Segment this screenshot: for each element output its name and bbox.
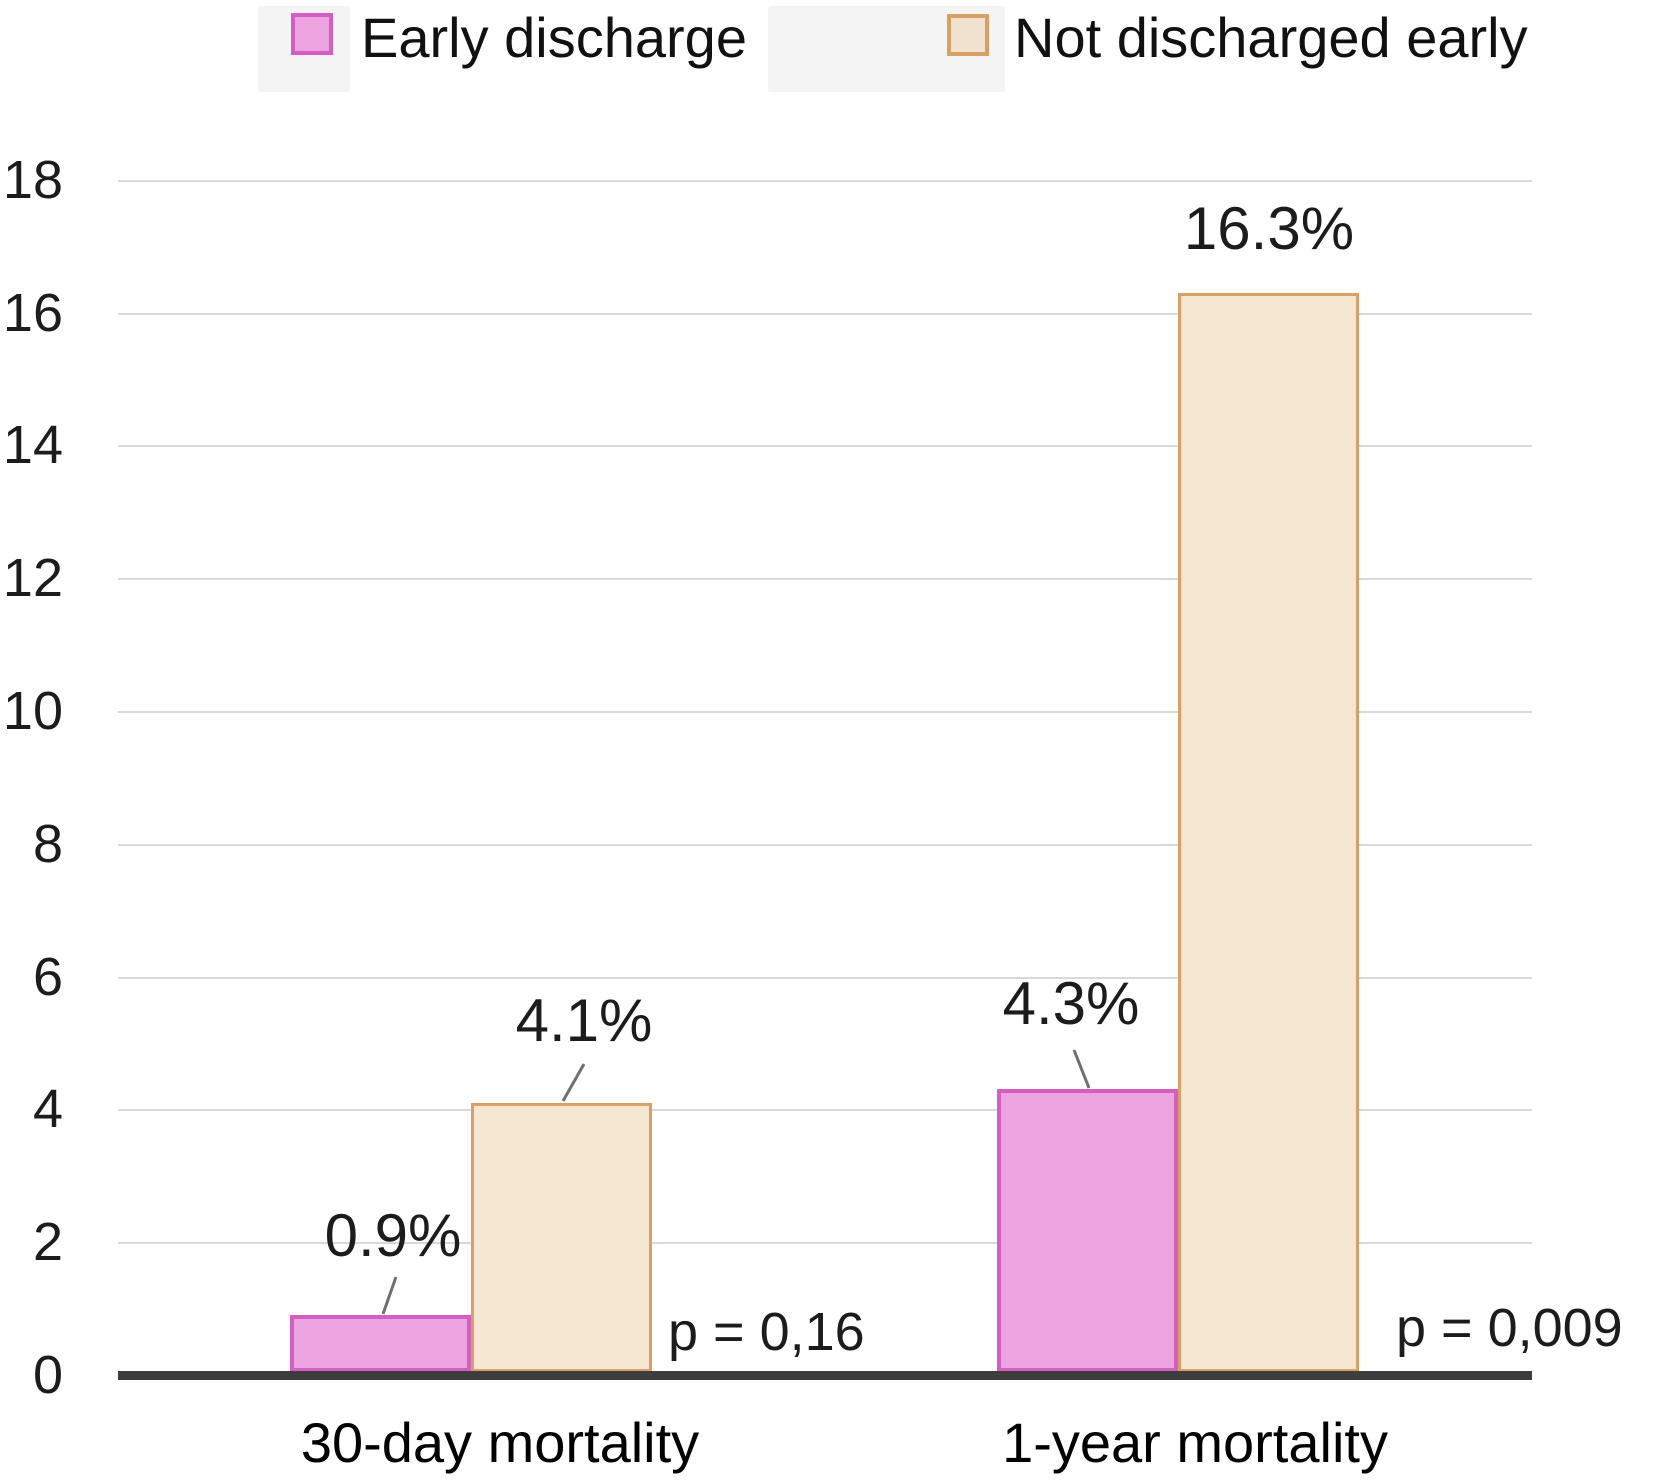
bar-early-discharge-30-day-mortality — [290, 1315, 471, 1372]
leader-line-0-9 — [381, 1276, 398, 1315]
y-tick-label-12: 12 — [2, 548, 63, 608]
p-value-1-year-mortality: p = 0,009 — [1396, 1298, 1623, 1358]
legend-swatch-not-discharged-early — [947, 14, 989, 56]
value-label-early-discharge-1-year-mortality: 4.3% — [1002, 970, 1140, 1037]
gridline-y-4 — [118, 1109, 1532, 1111]
gridline-y-2 — [118, 1242, 1532, 1244]
gridline-y-12 — [118, 578, 1532, 580]
leader-line-4-3 — [1072, 1049, 1091, 1089]
y-tick-label-18: 18 — [2, 150, 63, 210]
bar-not-discharged-early-1-year-mortality — [1178, 293, 1359, 1372]
bar-early-discharge-1-year-mortality — [997, 1089, 1178, 1372]
gridline-y-8 — [118, 844, 1532, 846]
gridline-y-14 — [118, 445, 1532, 447]
gridline-y-10 — [118, 711, 1532, 713]
bar-not-discharged-early-30-day-mortality — [471, 1103, 652, 1372]
legend-label-not-discharged-early: Not discharged early — [1014, 6, 1528, 69]
legend-label-early-discharge: Early discharge — [361, 6, 747, 69]
y-tick-label-2: 2 — [32, 1212, 63, 1272]
p-value-30-day-mortality: p = 0,16 — [668, 1302, 865, 1362]
gridline-y-6 — [118, 977, 1532, 979]
y-tick-label-8: 8 — [32, 814, 63, 874]
legend-swatch-early-discharge — [291, 13, 333, 55]
y-tick-label-16: 16 — [2, 283, 63, 343]
gridline-y-16 — [118, 313, 1532, 315]
y-tick-label-10: 10 — [2, 681, 63, 741]
gridline-y-18 — [118, 180, 1532, 182]
category-label-1-year-mortality: 1-year mortality — [1002, 1411, 1388, 1474]
value-label-not-discharged-early-1-year-mortality: 16.3% — [1183, 195, 1355, 262]
y-tick-label-0: 0 — [32, 1345, 63, 1405]
value-label-early-discharge-30-day-mortality: 0.9% — [324, 1202, 462, 1269]
value-label-not-discharged-early-30-day-mortality: 4.1% — [515, 987, 653, 1054]
leader-line-4-1 — [561, 1063, 586, 1102]
y-tick-label-14: 14 — [2, 415, 63, 475]
category-label-30-day-mortality: 30-day mortality — [300, 1411, 700, 1474]
x-axis-line — [118, 1371, 1532, 1380]
y-tick-label-4: 4 — [32, 1079, 63, 1139]
y-tick-label-6: 6 — [32, 947, 63, 1007]
